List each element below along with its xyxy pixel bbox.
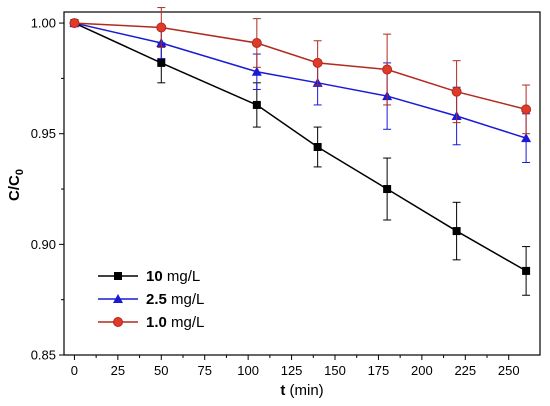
data-point-circle [521, 104, 532, 115]
series-2-5-mg-l [69, 18, 532, 163]
legend-entry-10-mg-l: 10 mg/L [98, 268, 200, 285]
series-layer [69, 7, 532, 296]
x-tick-label: 225 [454, 363, 476, 378]
legend-entry-2-5-mg-l: 2.5 mg/L [98, 291, 204, 308]
legend-marker-square [114, 272, 122, 280]
y-axis-title: C/C0 [6, 169, 26, 201]
x-tick-label: 200 [411, 363, 433, 378]
x-tick-label: 150 [324, 363, 346, 378]
series-line [74, 22, 527, 111]
y-tick-label: 0.95 [31, 126, 56, 141]
x-tick-label: 75 [197, 363, 211, 378]
data-point-square [383, 185, 392, 194]
data-point-circle [451, 86, 462, 97]
data-point-square [252, 100, 261, 109]
data-point-square [157, 58, 166, 67]
y-tick-label: 0.90 [31, 237, 56, 252]
x-axis-title: t (min) [280, 382, 323, 399]
plot-frame [63, 11, 541, 356]
data-point-triangle [521, 133, 532, 143]
data-point-circle [312, 57, 323, 68]
x-tick-label: 0 [71, 363, 78, 378]
data-point-square [313, 142, 322, 151]
x-tick-label: 50 [154, 363, 168, 378]
data-point-circle [156, 22, 167, 33]
x-tick-label: 100 [237, 363, 259, 378]
legend-entry-1-0-mg-l: 1.0 mg/L [98, 314, 204, 331]
data-point-circle [251, 37, 262, 48]
data-point-square [522, 266, 531, 275]
legend: 10 mg/L 2.5 mg/L 1.0 mg/L [98, 268, 204, 331]
data-point-triangle [251, 66, 262, 76]
x-tick-label: 125 [281, 363, 303, 378]
data-point-circle [382, 64, 393, 75]
legend-marker-circle [113, 317, 123, 327]
data-point-square [452, 227, 461, 236]
x-tick-label: 250 [498, 363, 520, 378]
y-tick-label: 1.00 [31, 16, 56, 31]
x-tick-label: 25 [111, 363, 125, 378]
x-tick-label: 175 [368, 363, 390, 378]
legend-label-10: 10 mg/L [146, 268, 200, 285]
legend-label-2-5: 2.5 mg/L [146, 291, 204, 308]
series-line [74, 22, 527, 139]
series-10-mg-l [70, 19, 531, 296]
legend-label-1-0: 1.0 mg/L [146, 314, 204, 331]
y-tick-label: 0.85 [31, 348, 56, 363]
series-1-0-mg-l [69, 7, 532, 135]
legend-marker-triangle [113, 294, 123, 303]
x-axis-ticks: 0 25 50 75 100 125 150 175 200 225 250 [71, 355, 520, 378]
data-point-circle [69, 18, 80, 29]
y-axis-ticks: 0.85 0.90 0.95 1.00 [31, 16, 64, 363]
